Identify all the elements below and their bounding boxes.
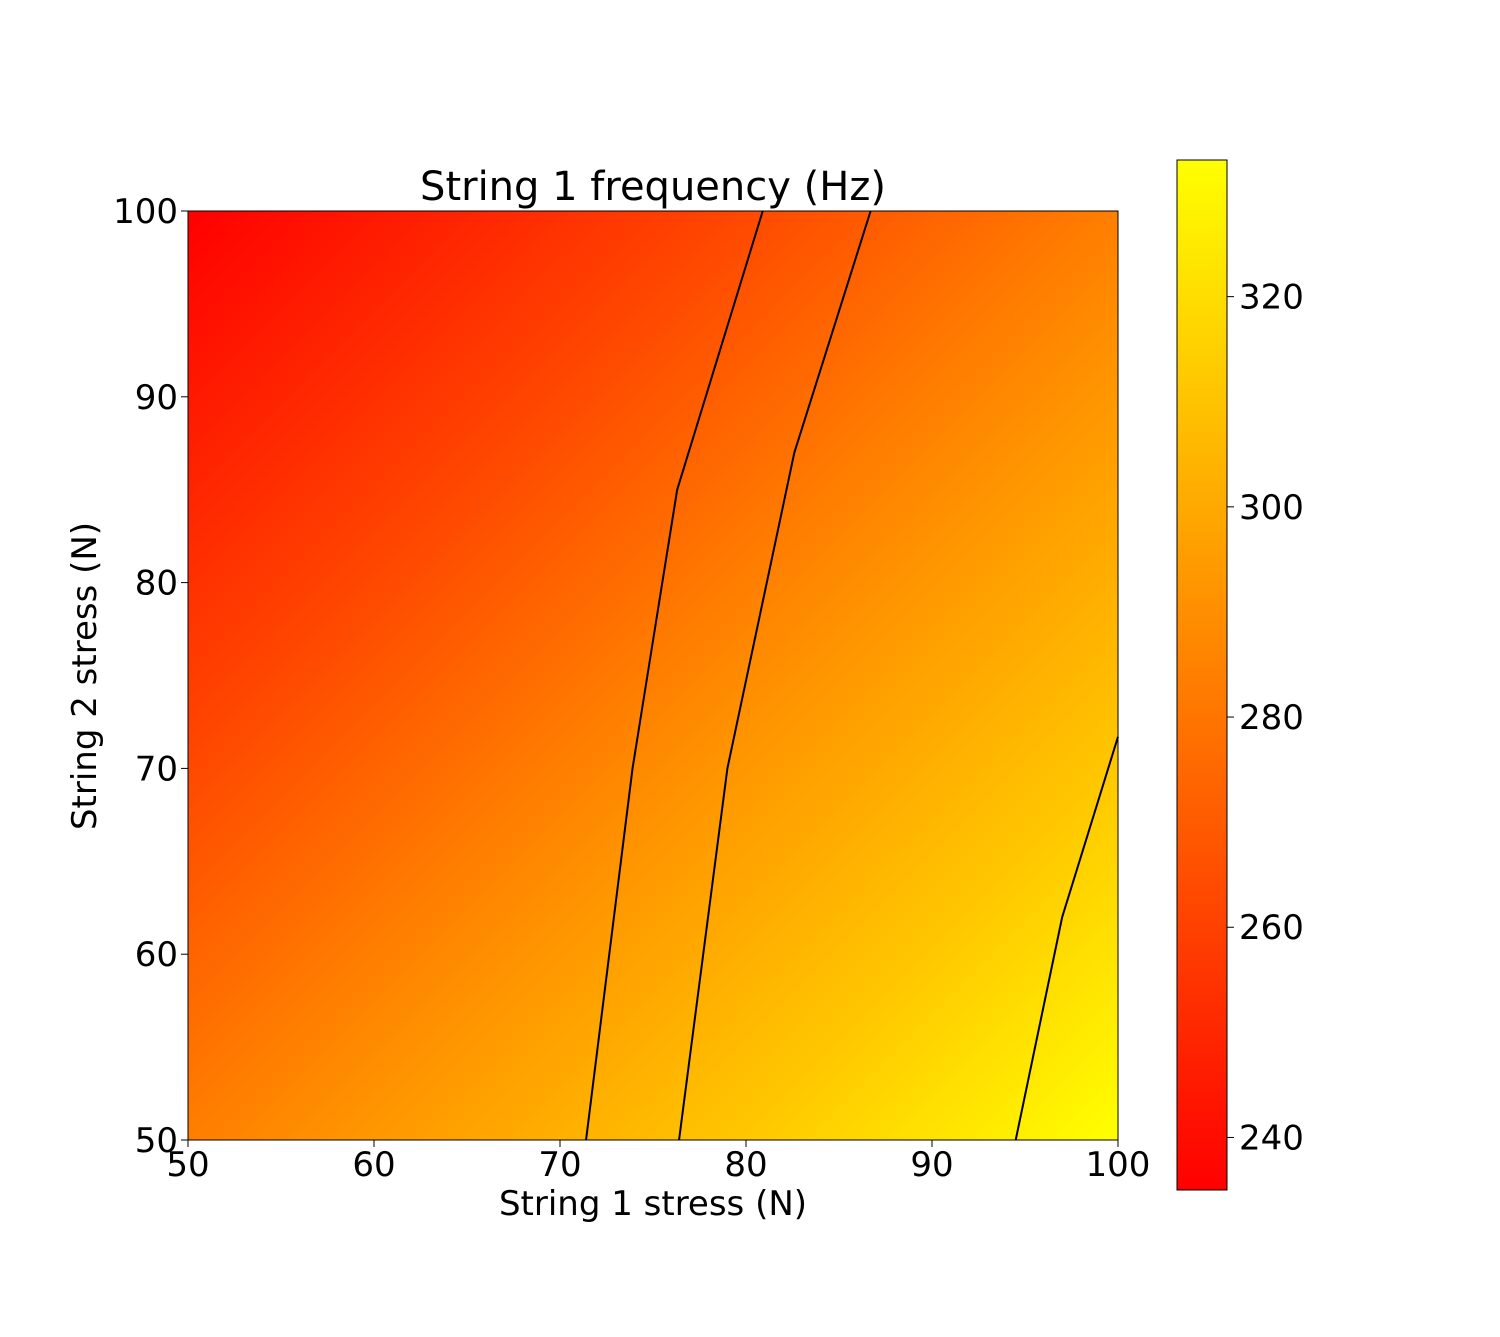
heatmap-field: [188, 211, 1118, 1140]
x-axis-label: String 1 stress (N): [499, 1184, 807, 1224]
y-tick-label: 90: [135, 378, 178, 418]
colorbar-tick-label: 280: [1239, 698, 1304, 738]
x-tick-label: 50: [166, 1145, 209, 1185]
x-axis-ticks: 50 60 70 80 90 100: [166, 1140, 1150, 1185]
colorbar-tick-label: 300: [1239, 488, 1304, 528]
contour-line-3: [1014, 736, 1119, 1141]
y-axis-label: String 2 stress (N): [65, 522, 105, 830]
colorbar-tick-label: 240: [1239, 1118, 1304, 1158]
x-tick-label: 100: [1086, 1145, 1151, 1185]
colorbar: [1176, 159, 1228, 1191]
x-tick-label: 60: [352, 1145, 395, 1185]
contour-line-1: [585, 210, 764, 1141]
colorbar-tick-label: 320: [1239, 278, 1304, 318]
y-tick-label: 60: [135, 935, 178, 975]
contour-line-2: [678, 210, 872, 1141]
y-tick-label: 50: [135, 1121, 178, 1161]
x-tick-label: 80: [724, 1145, 767, 1185]
y-tick-label: 70: [135, 749, 178, 789]
y-tick-label: 80: [135, 564, 178, 604]
colorbar-tick-label: 260: [1239, 908, 1304, 948]
chart-title: String 1 frequency (Hz): [420, 164, 886, 210]
y-tick-label: 100: [113, 192, 178, 232]
y-axis-ticks: 50 60 70 80 90 100: [113, 192, 188, 1161]
x-tick-label: 70: [538, 1145, 581, 1185]
colorbar-ticks: 240 260 280 300 320: [1227, 278, 1304, 1158]
plot-frame: [187, 210, 1119, 1141]
x-tick-label: 90: [910, 1145, 953, 1185]
contour-lines: [585, 210, 1119, 1141]
